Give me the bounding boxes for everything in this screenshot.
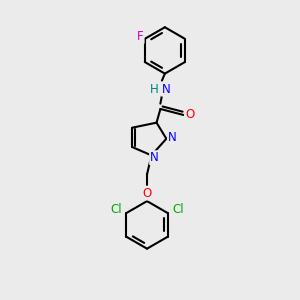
Text: N: N (168, 131, 177, 144)
Text: N: N (150, 151, 159, 164)
Text: Cl: Cl (172, 203, 184, 216)
Text: Cl: Cl (110, 203, 122, 216)
Text: N: N (161, 82, 170, 96)
Text: H: H (149, 82, 158, 96)
Text: F: F (137, 30, 144, 43)
Text: O: O (185, 108, 194, 122)
Text: O: O (142, 187, 152, 200)
